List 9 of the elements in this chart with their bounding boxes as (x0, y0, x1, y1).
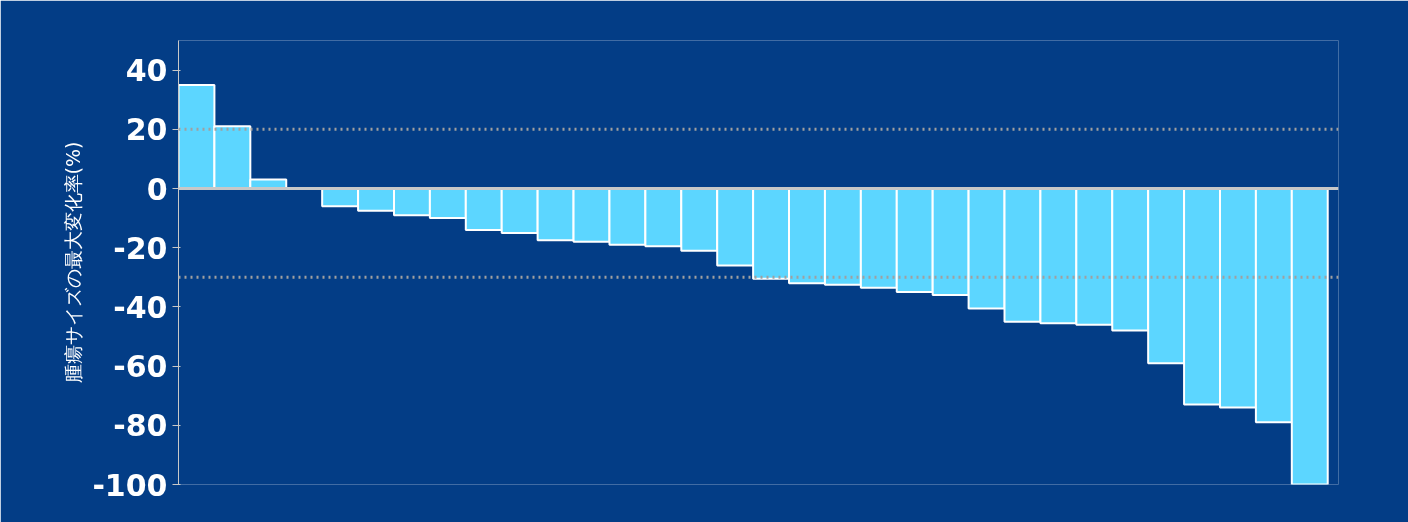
y-axis-title: 腫瘍サイズの最大変化率(%) (62, 141, 85, 384)
y-tick-label: -80 (113, 408, 168, 444)
y-tick-label: -20 (113, 230, 168, 266)
y-tick-label: -100 (92, 467, 168, 503)
y-tick-label: 40 (125, 53, 168, 89)
y-tick-label: 0 (146, 171, 168, 207)
y-tick-label: 20 (125, 112, 168, 148)
y-tick-label: -40 (113, 289, 168, 325)
y-tick-label: -60 (113, 349, 168, 385)
